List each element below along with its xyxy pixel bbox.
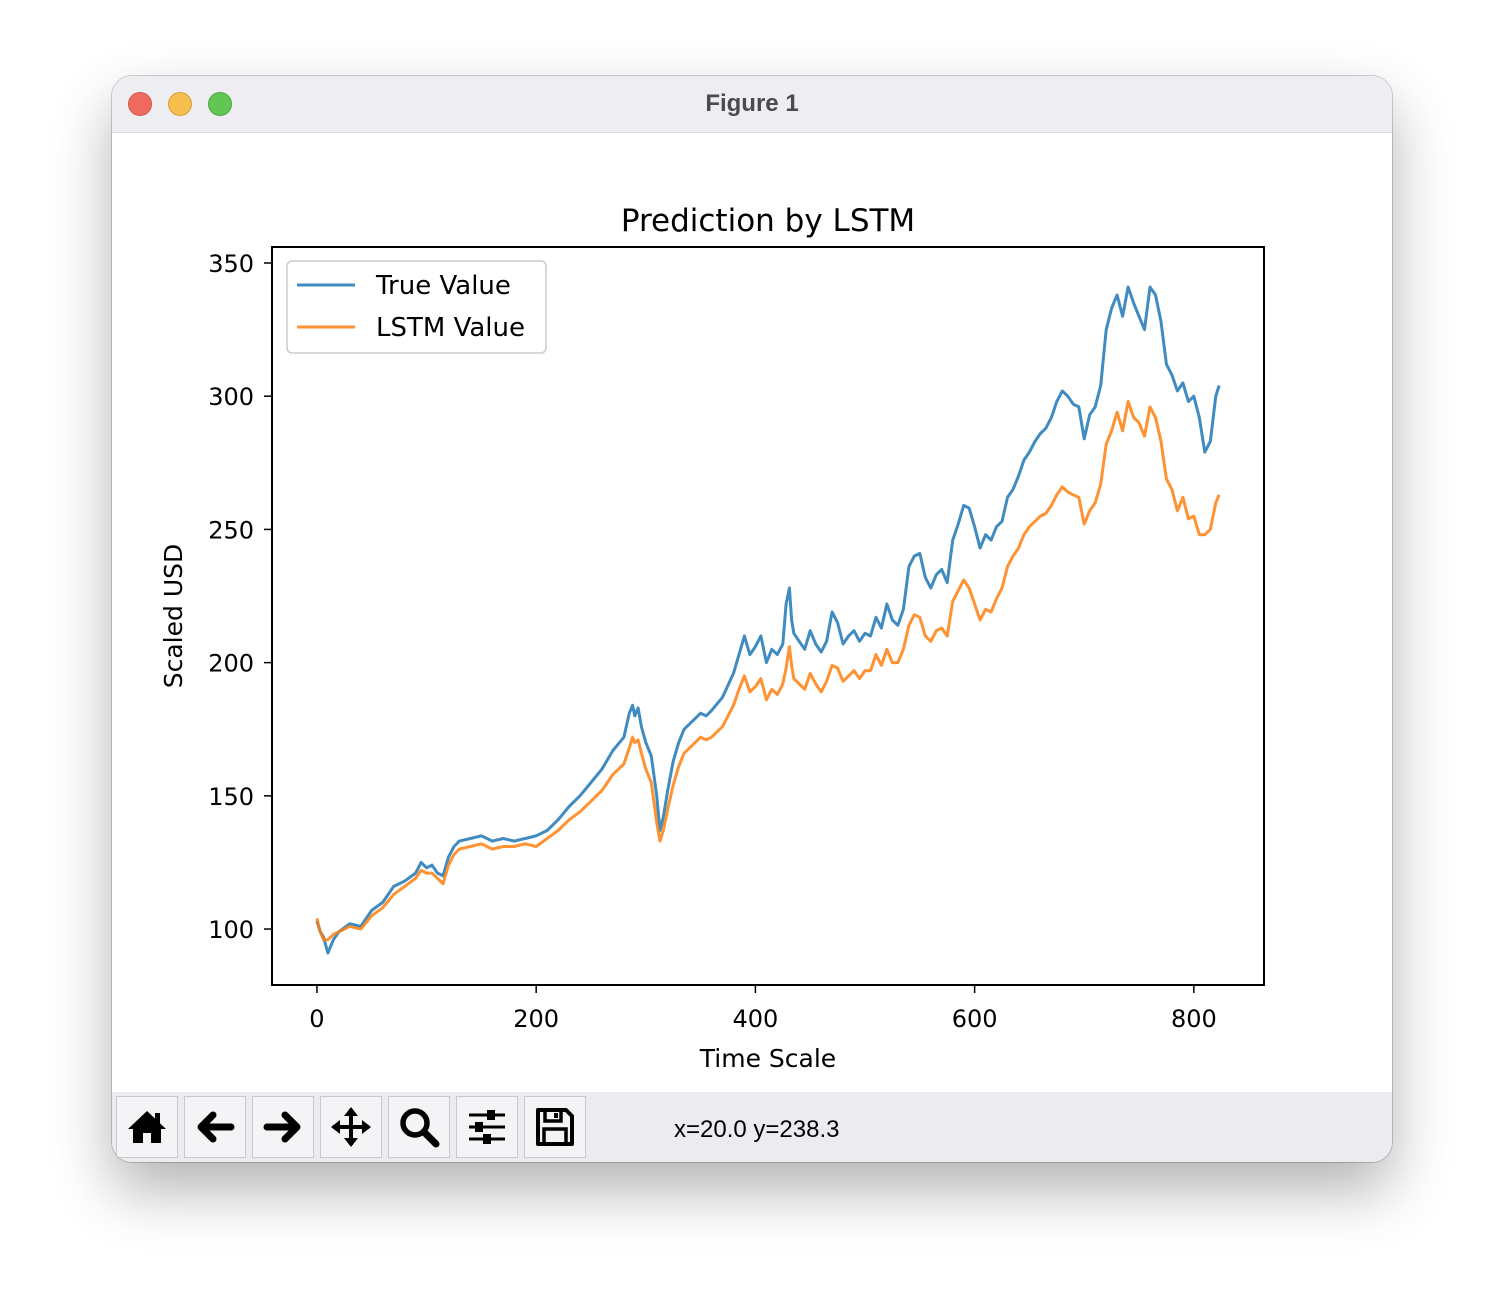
title-bar: Figure 1: [112, 76, 1392, 133]
pan-button[interactable]: [320, 1096, 382, 1158]
cursor-coordinates: x=20.0 y=238.3: [674, 1116, 840, 1143]
configure-subplots-button[interactable]: [456, 1096, 518, 1158]
search-icon: [400, 1108, 440, 1148]
x-tick-label: 0: [309, 1005, 324, 1033]
back-button[interactable]: [184, 1096, 246, 1158]
series-line-1: [315, 285, 1221, 955]
close-window-button[interactable]: [128, 92, 152, 116]
save-button[interactable]: [524, 1096, 586, 1158]
floppy-disk-icon: [536, 1108, 574, 1146]
figure-window: Figure 1 Prediction by LSTM 0 200 400 600 800…: [112, 76, 1392, 1162]
x-axis-label: Time Scale: [699, 1044, 836, 1073]
y-tick-label: 300: [208, 383, 254, 411]
minimize-window-button[interactable]: [168, 92, 192, 116]
window-title: Figure 1: [705, 90, 799, 117]
line-chart[interactable]: Prediction by LSTM 0 200 400 600 800 100 150 200…: [112, 133, 1392, 1092]
x-tick-label: 800: [1171, 1005, 1217, 1033]
chart-title: Prediction by LSTM: [621, 203, 915, 239]
move-icon: [331, 1107, 371, 1147]
y-tick-label: 150: [208, 783, 254, 811]
sliders-icon: [469, 1110, 505, 1144]
legend-label-1: True Value: [375, 271, 511, 301]
x-tick-label: 400: [732, 1005, 778, 1033]
forward-button[interactable]: [252, 1096, 314, 1158]
home-icon: [128, 1111, 166, 1143]
arrow-right-icon: [263, 1111, 301, 1143]
y-tick-label: 200: [208, 650, 254, 678]
navigation-toolbar: x=20.0 y=238.3: [112, 1092, 1392, 1162]
zoom-window-button[interactable]: [208, 92, 232, 116]
home-button[interactable]: [116, 1096, 178, 1158]
zoom-button[interactable]: [388, 1096, 450, 1158]
series-line-2: [315, 400, 1221, 942]
arrow-left-icon: [197, 1111, 235, 1143]
y-axis-label: Scaled USD: [159, 544, 188, 689]
x-tick-label: 200: [513, 1005, 559, 1033]
y-tick-label: 250: [208, 516, 254, 544]
axes-frame: [271, 246, 1265, 986]
y-tick-label: 100: [208, 916, 254, 944]
plot-area[interactable]: Prediction by LSTM 0 200 400 600 800 100 150 200…: [112, 133, 1392, 1092]
x-tick-label: 600: [952, 1005, 998, 1033]
legend-label-2: LSTM Value: [376, 313, 525, 343]
y-tick-label: 350: [208, 250, 254, 278]
